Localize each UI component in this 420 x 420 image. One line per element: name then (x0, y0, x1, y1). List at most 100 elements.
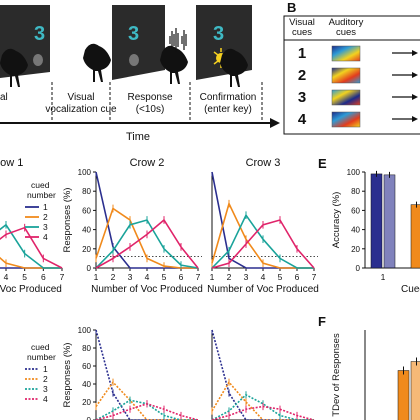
legend-label: 4 (43, 394, 48, 404)
screen-2: 3 (112, 5, 165, 80)
touch-target (129, 54, 139, 66)
col-header-line: cues (336, 27, 356, 38)
bar-2-visual (410, 204, 420, 269)
x-tick-label: 2 (227, 272, 232, 282)
chart-crow-3: Crow 3 1 2 3 4 5 6 7 Number of Voc Produced (207, 157, 319, 295)
x-tick-label: 7 (60, 272, 65, 282)
y-tick-label: 100 (347, 168, 361, 177)
legend-label: 3 (43, 222, 48, 232)
x-tick-label: 4 (145, 272, 150, 282)
bar-2-auditory (410, 361, 420, 420)
y-tick-label: 0 (87, 264, 92, 273)
arrow-icon (412, 50, 418, 56)
cue-rows: 1 2 3 4 (298, 45, 418, 128)
y-tick-label: 0 (356, 264, 361, 273)
bar-1-visual (370, 173, 383, 269)
screen-digit: 3 (128, 23, 139, 45)
legend-label: 1 (43, 364, 48, 374)
x-tick-label: 1 (94, 272, 99, 282)
legend-label: 3 (43, 384, 48, 394)
y-tick-label: 40 (351, 226, 360, 235)
cue-table-frame (283, 15, 420, 135)
x-axis-label: Cued N (401, 284, 420, 295)
cue-row: 2 (298, 67, 418, 84)
screen-digit: 3 (213, 23, 224, 45)
chart-title: Crow 1 (0, 157, 23, 169)
stage-label-line: (enter key) (204, 104, 252, 115)
legend-label: 2 (43, 212, 48, 222)
chart-title: Crow 3 (246, 157, 281, 169)
time-arrowhead-icon (270, 118, 280, 128)
y-tick-label: 100 (78, 326, 92, 335)
y-axis-label: Accuracy (%) (331, 192, 342, 248)
trial-timeline: 3 3 3 (0, 5, 280, 143)
stage-label-1: Visual vocalization cue (45, 92, 117, 115)
stage-label-line: (<10s) (136, 104, 165, 115)
y-tick-label: 80 (82, 344, 91, 353)
col-header-auditory: Auditory cues (329, 17, 364, 38)
cue-digit: 2 (298, 67, 306, 84)
y-tick-label: 20 (82, 245, 91, 254)
spectrogram-icon (331, 111, 361, 128)
x-axis-label: Number of Voc Produced (91, 284, 203, 295)
legend-title: cued (31, 180, 50, 190)
bar-2-visual (397, 370, 410, 420)
stage-label-line: al (0, 92, 8, 103)
x-tick-label: 3 (244, 272, 249, 282)
crow-icon (160, 45, 188, 84)
y-tick-label: 20 (351, 245, 360, 254)
stage-label-line: Response (127, 92, 172, 103)
y-tick-label: 20 (82, 398, 91, 407)
stage-label-2: Response (<10s) (127, 92, 172, 115)
x-axis-label: Number of Voc Produced (0, 284, 62, 295)
y-tick-label: 60 (82, 362, 91, 371)
x-tick-label: 5 (22, 272, 27, 282)
panel-letter-e: E (318, 156, 327, 171)
cue-row: 1 (298, 45, 418, 62)
x-tick-label: 3 (128, 272, 133, 282)
cue-digit: 1 (298, 45, 306, 62)
chart-crow-3-auditory (211, 329, 315, 420)
panel-letter-b: B (287, 0, 296, 15)
touch-target (33, 54, 43, 66)
x-tick-label: 2 (111, 272, 116, 282)
stage-label-line: vocalization cue (45, 104, 117, 115)
stage-label-0: al (0, 92, 8, 103)
x-tick-label: 7 (312, 272, 317, 282)
y-tick-label: 80 (351, 187, 360, 196)
arrow-icon (412, 72, 418, 78)
cue-row: 4 (298, 111, 418, 128)
y-tick-label: 60 (82, 206, 91, 215)
time-label: Time (126, 131, 150, 143)
arrow-icon (412, 94, 418, 100)
y-axis-label: TDev of Responses (331, 333, 342, 417)
spectrogram-icon (331, 45, 361, 62)
x-tick-label: 1 (381, 272, 386, 282)
chart-crow-1: Crow 11234567Number of Voc Produced (0, 157, 65, 295)
y-tick-label: 40 (82, 226, 91, 235)
y-tick-label: 40 (82, 380, 91, 389)
panel-letter-f: F (318, 314, 326, 329)
cue-digit: 4 (298, 111, 307, 128)
x-axis-label: Number of Voc Produced (207, 284, 319, 295)
screen-digit: 3 (34, 23, 45, 45)
crow-icon (83, 43, 111, 82)
col-header-visual: Visual cues (289, 17, 315, 38)
col-header-line: cues (292, 27, 312, 38)
series-line-4 (0, 226, 63, 269)
x-tick-label: 6 (295, 272, 300, 282)
chart-crow-2: Crow 2 0 20 40 60 80 100 Responses (%) 1 2 3 4 5 6 7 Nu… (62, 157, 203, 295)
bar-1-auditory (383, 174, 396, 269)
stage-separators (51, 82, 263, 122)
spectrogram-icon (331, 67, 361, 84)
crow-icon (0, 48, 28, 87)
y-tick-label: 80 (82, 187, 91, 196)
y-tick-label: 60 (351, 206, 360, 215)
x-tick-label: 5 (162, 272, 167, 282)
chart-crow-2-auditory: 0 20 40 60 80 100 Responses (%) (62, 326, 199, 420)
legend-title: number (27, 352, 56, 362)
screen-panel (112, 5, 165, 80)
spectrogram-icon (331, 89, 361, 106)
x-tick-label: 5 (278, 272, 283, 282)
